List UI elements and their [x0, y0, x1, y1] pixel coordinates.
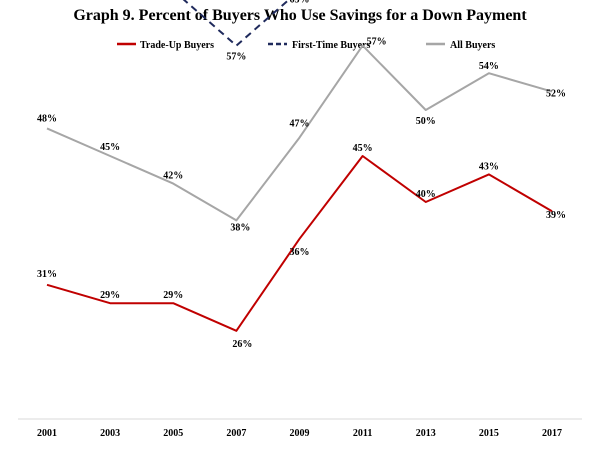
data-label: 52%	[546, 89, 566, 100]
data-label: 50%	[416, 116, 436, 127]
series-line	[46, 155, 553, 332]
data-label: 39%	[546, 210, 566, 221]
data-label: 36%	[290, 247, 310, 258]
x-tick-label: 2017	[542, 428, 562, 439]
x-tick-label: 2013	[416, 428, 436, 439]
data-label: 43%	[479, 161, 499, 172]
data-label: 48%	[37, 113, 57, 124]
series-line	[182, 0, 291, 47]
x-tick-label: 2015	[479, 428, 499, 439]
legend-label: First-Time Buyers	[292, 40, 371, 51]
data-label: 47%	[290, 119, 310, 130]
legend-label: All Buyers	[450, 40, 495, 51]
legend-label: Trade-Up Buyers	[140, 40, 214, 51]
data-label: 38%	[230, 222, 250, 233]
data-label: 26%	[232, 339, 252, 350]
x-tick-label: 2005	[163, 428, 183, 439]
x-tick-label: 2001	[37, 428, 57, 439]
data-label: 54%	[479, 61, 499, 72]
x-tick-label: 2009	[290, 428, 310, 439]
x-tick-label: 2011	[353, 428, 372, 439]
x-tick-label: 2007	[226, 428, 246, 439]
data-label: 45%	[353, 143, 373, 154]
data-label: 45%	[100, 142, 120, 153]
x-tick-label: 2003	[100, 428, 120, 439]
data-label: 42%	[163, 171, 183, 182]
data-label: 57%	[367, 37, 387, 48]
data-label: 31%	[37, 269, 57, 280]
data-label: 29%	[100, 290, 120, 301]
data-label: 63%	[290, 0, 310, 5]
chart-title: Graph 9. Percent of Buyers Who Use Savin…	[73, 7, 527, 24]
data-label: 57%	[226, 52, 246, 63]
data-label: 40%	[416, 189, 436, 200]
data-label: 29%	[163, 290, 183, 301]
series-line	[46, 44, 553, 222]
